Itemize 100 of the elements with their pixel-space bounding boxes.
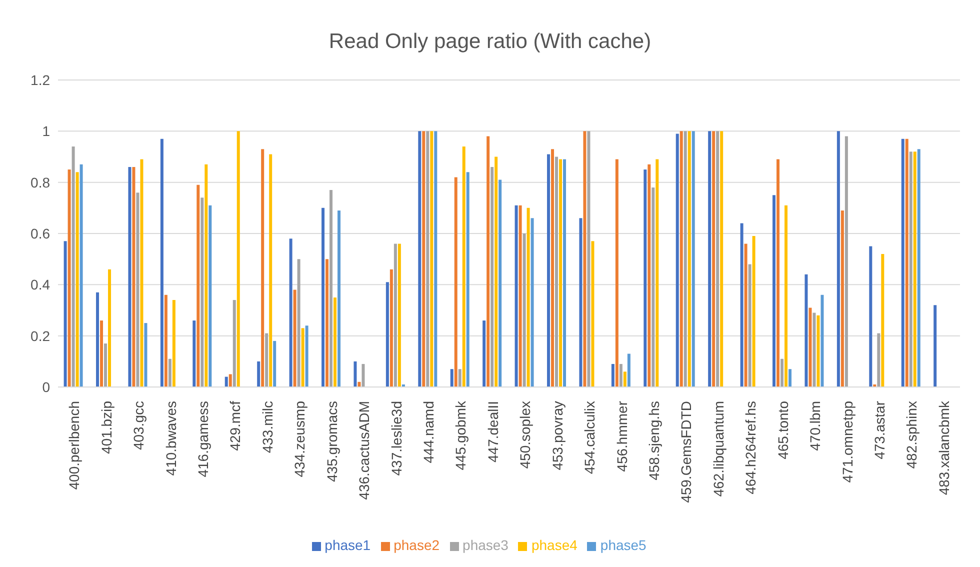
bar [627,354,630,387]
bar [844,136,848,387]
bar [615,159,618,387]
legend-label: phase4 [531,537,578,553]
bar [196,184,200,387]
bar [450,369,454,387]
y-tick-label: 0 [42,378,50,395]
x-tick-label: 444.namd [420,401,436,464]
bar [338,210,341,387]
bar [869,246,872,387]
bar [812,312,816,387]
y-tick-label: 0.4 [30,276,50,293]
bar [680,131,683,387]
x-tick-label: 450.soplex [517,401,534,469]
bar [648,164,651,387]
bar [398,244,401,387]
x-tick-label: 400.perlbench [66,401,82,490]
bar [104,344,108,387]
bar [656,159,659,387]
bar [514,205,518,387]
bar [877,333,880,387]
bar [100,320,104,387]
x-tick-label: 458.sjeng.hs [646,401,662,480]
bar [776,159,780,387]
bar [712,131,716,387]
bar [265,333,268,387]
bar [740,223,744,387]
bar [676,134,679,387]
bar [257,361,260,387]
bar [418,131,422,387]
x-tick-label: 447.dealII [484,401,501,462]
bar [362,364,365,387]
x-tick-label: 471.omnetpp [839,400,856,483]
x-tick-label: 437.leslie3d [388,401,404,476]
x-tick-label: 470.lbm [807,401,824,451]
bar [555,156,558,387]
x-tick-label: 433.milc [259,401,276,454]
legend-label: phase2 [394,537,440,553]
bar [386,282,389,387]
bar [64,241,67,387]
bar [394,244,397,387]
x-tick-label: 464.h264ref.hs [742,401,759,494]
bar [619,364,622,387]
bar [128,166,132,387]
bar [236,131,240,387]
bar [334,297,337,387]
bar [136,192,140,387]
x-tick-label: 435.gromacs [324,401,340,482]
bar [547,154,550,387]
x-tick-label: 473.astar [871,400,888,460]
bar [76,172,79,387]
bar [458,369,462,387]
bar [522,234,526,387]
bar [144,323,148,387]
bar [808,308,812,387]
bar [293,290,296,387]
x-tick-label: 456.hmmer [614,400,630,472]
x-tick-label: 403.gcc [130,401,147,450]
bar [836,131,840,387]
bar [486,136,490,387]
bar [881,254,884,387]
x-tick-label: 410.bwaves [162,401,179,476]
bar [301,328,304,387]
bar [232,300,236,387]
bar [551,149,554,387]
bar [490,166,494,387]
bar [684,131,687,387]
x-tick-label: 434.zeusmp [292,400,308,478]
x-tick-label: 483.xalancbmk [936,400,952,496]
bar [430,131,434,387]
x-tick-label: 429.mcf [227,400,244,451]
y-tick-label: 0.6 [30,225,50,242]
x-tick-label: 459.GemsFDTD [678,401,694,503]
bar [164,294,168,387]
bar [168,358,172,387]
bar [784,205,788,387]
bar [422,131,426,387]
bar [140,159,144,387]
bar [688,131,691,387]
bar [160,138,164,387]
bar [494,156,498,387]
bar [716,131,720,387]
bar [591,241,594,387]
bar [901,138,904,387]
legend-label: phase1 [324,537,371,553]
bar [708,131,712,387]
bar [132,166,136,387]
bar [390,269,393,387]
x-tick-label: 454.calculix [582,401,598,474]
bar [498,180,502,387]
bar [611,364,614,387]
bar [563,159,566,387]
legend-label: phase5 [600,537,646,553]
bar [934,305,937,387]
chart-title: Read Only page ratio (With cache) [328,29,652,55]
bar [261,149,264,387]
x-tick-label: 462.libquantum [710,401,726,497]
bar [780,358,784,387]
bar [752,236,756,387]
bar [192,320,196,387]
